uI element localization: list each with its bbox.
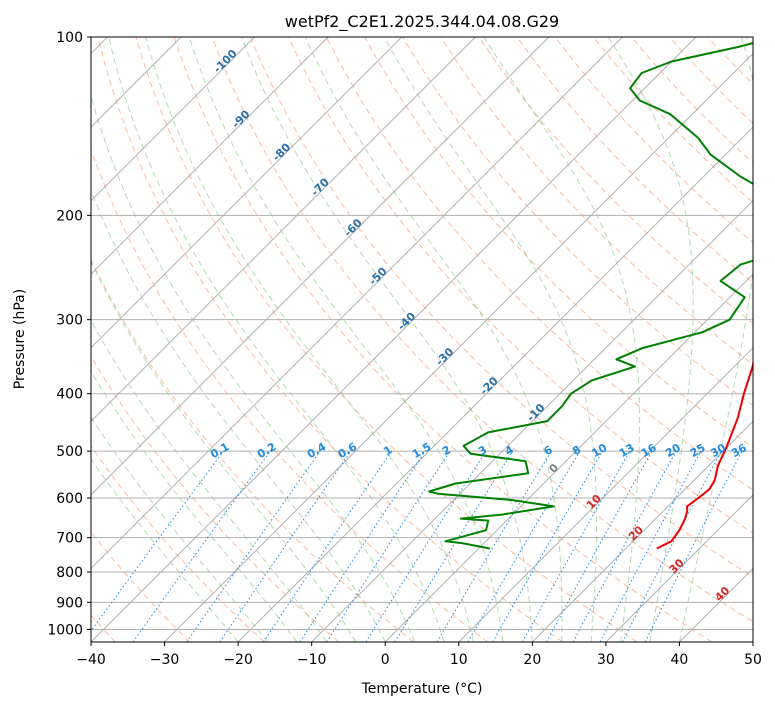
x-axis-title: Temperature (°C) <box>361 681 483 697</box>
moist-adiabat <box>678 37 753 642</box>
y-axis: 100 200 300 400 500 600 700 800 900 1000 <box>47 30 91 638</box>
mixing-ratio-line <box>299 450 426 642</box>
moist-adiabat <box>188 37 504 642</box>
isotherm-line <box>237 126 753 642</box>
isotherm-line <box>91 37 697 642</box>
y-tick-label: 600 <box>56 491 83 507</box>
chart-title: wetPf2_C2E1.2025.344.04.08.G29 <box>285 12 559 32</box>
dry-adiabat <box>173 37 713 642</box>
moist-adiabat <box>91 458 239 642</box>
plot-frame <box>90 36 754 643</box>
mixing-ratio-line <box>644 450 743 642</box>
isotherm-line <box>91 37 403 349</box>
y-tick-label: 700 <box>56 531 83 547</box>
isotherm-line <box>458 347 753 642</box>
plot-area <box>91 37 753 642</box>
mixing-ratio-lines <box>91 450 743 642</box>
moist-adiabat <box>91 370 298 642</box>
dry-adiabat <box>211 37 753 623</box>
dry-adiabat <box>97 37 563 642</box>
dry-adiabat <box>326 37 753 491</box>
x-tick-label: −40 <box>76 652 106 668</box>
isotherm-line <box>605 494 753 642</box>
dry-adiabat <box>91 355 340 642</box>
moist-adiabat <box>384 37 598 642</box>
y-axis-title: Pressure (hPa) <box>12 289 28 389</box>
mixing-ratio-line <box>219 450 352 642</box>
x-tick-label: 20 <box>523 652 541 668</box>
dry-adiabat <box>91 445 265 642</box>
x-axis: −40 −30 −20 −10 0 10 20 30 40 50 <box>76 642 762 668</box>
isotherm-line <box>384 273 753 642</box>
dry-adiabats <box>91 37 753 642</box>
isotherm-line <box>91 37 329 275</box>
isotherm-line <box>91 37 256 202</box>
moist-adiabat <box>91 319 327 642</box>
y-tick-label: 100 <box>56 30 83 46</box>
moist-adiabat <box>145 37 474 642</box>
x-tick-label: 10 <box>450 652 468 668</box>
x-tick-label: 50 <box>744 652 762 668</box>
isotherm-grid <box>91 37 753 642</box>
mixing-ratio-line <box>326 450 451 642</box>
y-tick-label: 900 <box>56 595 83 611</box>
mixing-ratio-line <box>132 450 271 642</box>
dry-adiabat <box>91 258 414 642</box>
isotherm-line <box>531 420 753 642</box>
mixing-ratio-line <box>394 450 514 642</box>
x-tick-label: −20 <box>223 652 253 668</box>
mixing-ratio-line <box>91 450 224 632</box>
y-tick-label: 400 <box>56 387 83 403</box>
x-tick-label: −30 <box>150 652 180 668</box>
isotherm-line <box>91 37 550 496</box>
moist-adiabat <box>607 37 694 642</box>
mixing-ratio-line <box>186 450 321 642</box>
isobar-grid <box>91 37 753 630</box>
moist-adiabat <box>241 37 533 642</box>
dry-adiabat <box>249 37 753 578</box>
mixing-ratio-line <box>263 450 392 642</box>
isotherm-line <box>164 52 753 642</box>
moist-adiabat <box>91 416 268 642</box>
mixing-ratio-line <box>572 450 677 642</box>
y-tick-label: 500 <box>56 444 83 460</box>
mixing-ratio-line <box>522 450 631 642</box>
y-tick-label: 300 <box>56 313 83 329</box>
moist-adiabat <box>91 188 386 642</box>
y-tick-label: 200 <box>56 208 83 224</box>
x-tick-label: 40 <box>671 652 689 668</box>
x-tick-label: 30 <box>597 652 615 668</box>
moist-adiabat <box>108 37 445 642</box>
x-tick-label: −10 <box>297 652 327 668</box>
dewpoint-line <box>428 42 753 550</box>
isotherm-line <box>91 37 623 570</box>
isotherm-line <box>91 37 476 423</box>
dry-adiabat <box>287 37 753 534</box>
y-tick-label: 800 <box>56 565 83 581</box>
moist-adiabat <box>91 260 357 642</box>
moist-adiabat <box>304 37 563 642</box>
x-tick-label: 0 <box>381 652 390 668</box>
mixing-ratio-line <box>546 450 653 642</box>
moist-adiabat <box>483 37 641 642</box>
dry-adiabat <box>135 37 638 642</box>
y-tick-label: 1000 <box>47 622 83 638</box>
isotherm-line <box>311 199 753 642</box>
